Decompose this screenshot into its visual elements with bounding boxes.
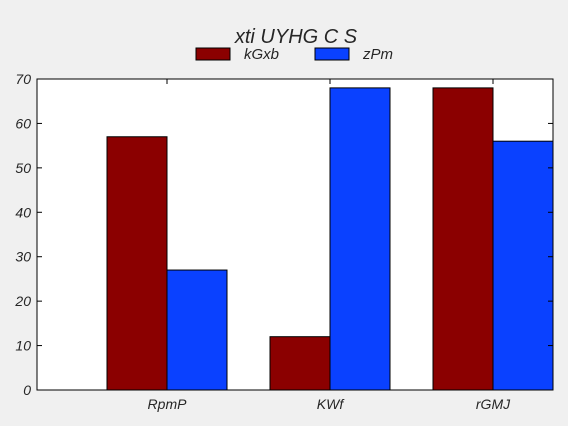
bar-zPm-rGMJ xyxy=(492,140,554,391)
y-tick-label: 20 xyxy=(14,293,31,309)
chart-title: xti UYHG C S xyxy=(234,26,358,48)
y-tick-label: 0 xyxy=(23,382,31,398)
y-tick-label: 50 xyxy=(15,160,31,176)
bars-layer xyxy=(106,87,554,391)
axis-layer: 0 10 20 30 40 50 60 70 RpmP KWf rGMJ xyxy=(14,71,553,412)
bar-kGxb-rGMJ xyxy=(432,87,494,391)
y-tick-label: 70 xyxy=(15,71,31,87)
legend: kGxb zPm xyxy=(195,46,393,63)
bar-zPm-RpmP xyxy=(166,269,228,391)
y-tick-label: 40 xyxy=(15,204,31,220)
x-tick-label: RpmP xyxy=(148,396,188,412)
legend-swatch-kGxb xyxy=(195,47,231,61)
bar-zPm-KWf xyxy=(329,87,391,391)
y-tick-label: 60 xyxy=(15,115,31,131)
legend-swatch-zPm xyxy=(314,47,350,61)
bar-kGxb-RpmP xyxy=(106,136,168,391)
x-tick-label: rGMJ xyxy=(476,396,511,412)
legend-label-zPm: zPm xyxy=(362,46,393,63)
legend-label-kGxb: kGxb xyxy=(244,46,279,63)
bar-kGxb-KWf xyxy=(269,336,331,391)
x-tick-label: KWf xyxy=(317,396,346,412)
y-tick-label: 30 xyxy=(15,249,31,265)
y-tick-label: 10 xyxy=(15,338,31,354)
